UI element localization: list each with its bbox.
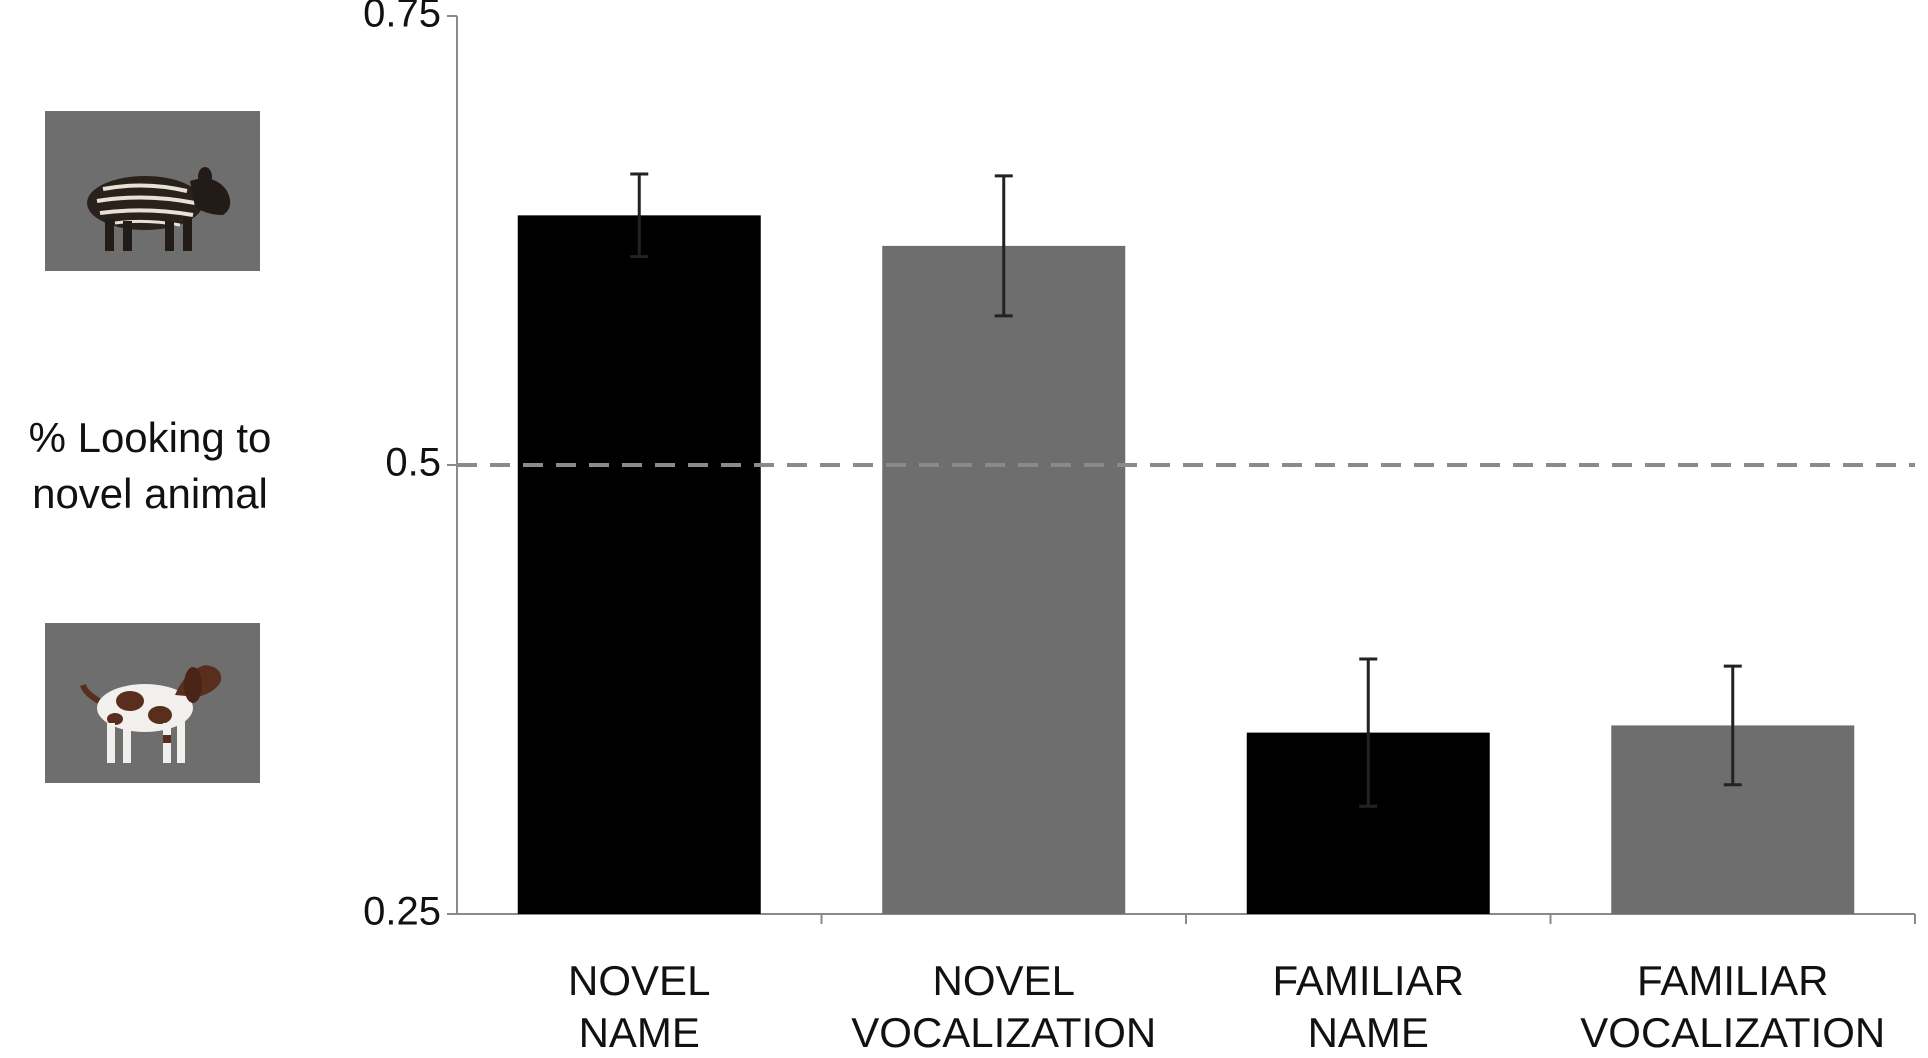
tapir-image: [45, 111, 260, 271]
bar: [882, 245, 1126, 914]
spaniel-dog-icon: [80, 665, 222, 763]
bar: [517, 215, 761, 914]
y-axis-label: % Looking to novel animal: [0, 410, 300, 522]
y-tick-label: 0.5: [385, 441, 441, 485]
y-axis-label-line-2: novel animal: [32, 470, 268, 517]
x-category-label: FAMILIAR: [1273, 957, 1464, 1004]
y-tick-label: 0.25: [363, 890, 441, 934]
x-category-label: NAME: [579, 1009, 700, 1056]
x-category-label: NAME: [1308, 1009, 1429, 1056]
y-tick-label: 0.75: [363, 0, 441, 36]
x-category-label: VOCALIZATION: [1580, 1009, 1885, 1056]
x-category-label: NOVEL: [568, 957, 710, 1004]
x-category-label: FAMILIAR: [1637, 957, 1828, 1004]
dog-image: [45, 623, 260, 783]
tapir-calf-icon: [87, 167, 231, 251]
x-category-label: NOVEL: [933, 957, 1075, 1004]
x-category-label: VOCALIZATION: [851, 1009, 1156, 1056]
y-axis-label-line-1: % Looking to: [28, 414, 272, 461]
